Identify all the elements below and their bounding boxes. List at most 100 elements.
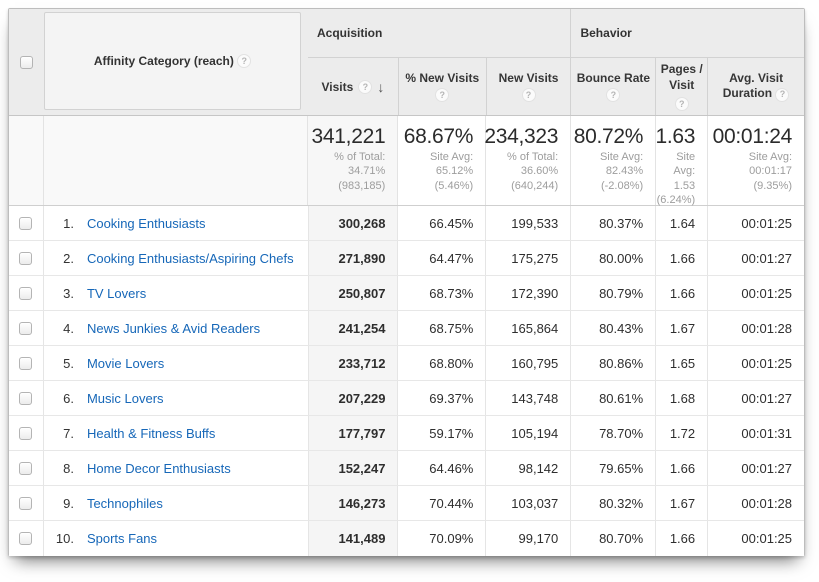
- select-all-checkbox[interactable]: [19, 55, 33, 69]
- cell-new-visits: 160,795: [485, 346, 570, 380]
- group-header-acquisition: Acquisition: [317, 26, 383, 40]
- help-icon[interactable]: ?: [775, 88, 790, 103]
- affinity-category-link[interactable]: Sports Fans: [86, 531, 158, 546]
- cell-avg-visit-duration: 00:01:28: [707, 486, 804, 520]
- affinity-category-link[interactable]: Cooking Enthusiasts: [86, 215, 206, 231]
- column-header-percent-new-visits[interactable]: % New Visits ?: [397, 58, 486, 115]
- help-icon[interactable]: ?: [521, 88, 536, 102]
- affinity-category-link[interactable]: Cooking Enthusiasts/Aspiring Chefs: [86, 250, 294, 266]
- table-row: 10. Sports Fans 141,489 70.09% 99,170 80…: [9, 521, 804, 556]
- cell-visits: 241,254: [307, 311, 398, 345]
- cell-visits: 271,890: [307, 241, 398, 275]
- row-checkbox[interactable]: [19, 532, 33, 545]
- cell-pages-per-visit: 1.67: [655, 311, 707, 345]
- help-icon[interactable]: ?: [435, 88, 450, 102]
- cell-pages-per-visit: 1.68: [655, 381, 707, 415]
- cell-percent-new-visits: 68.80%: [397, 346, 485, 380]
- cell-pages-per-visit: 1.64: [655, 206, 707, 240]
- cell-visits: 152,247: [307, 451, 398, 485]
- table-row: 9. Technophiles 146,273 70.44% 103,037 8…: [9, 486, 804, 521]
- row-number: 1.: [63, 215, 74, 231]
- cell-bounce-rate: 80.37%: [570, 206, 655, 240]
- affinity-category-link[interactable]: News Junkies & Avid Readers: [86, 320, 261, 336]
- table-row: 7. Health & Fitness Buffs 177,797 59.17%…: [9, 416, 804, 451]
- cell-new-visits: 175,275: [485, 241, 570, 275]
- column-header-new-visits[interactable]: New Visits ?: [485, 58, 571, 115]
- cell-avg-visit-duration: 00:01:25: [707, 206, 804, 240]
- table-row: 3. TV Lovers 250,807 68.73% 172,390 80.7…: [9, 276, 804, 311]
- row-number: 7.: [63, 425, 74, 441]
- row-number: 6.: [63, 390, 74, 406]
- table-row: 6. Music Lovers 207,229 69.37% 143,748 8…: [9, 381, 804, 416]
- summary-percent-new-visits: 68.67% Site Avg: 65.12% (5.46%): [397, 116, 485, 205]
- cell-pages-per-visit: 1.66: [655, 451, 707, 485]
- cell-visits: 146,273: [307, 486, 398, 520]
- cell-bounce-rate: 78.70%: [570, 416, 655, 450]
- row-number: 5.: [63, 355, 74, 371]
- cell-pages-per-visit: 1.72: [655, 416, 707, 450]
- cell-new-visits: 172,390: [485, 276, 570, 310]
- summary-blank-dimension-cell: [42, 116, 308, 205]
- cell-percent-new-visits: 70.09%: [397, 521, 485, 556]
- cell-new-visits: 98,142: [485, 451, 570, 485]
- help-icon[interactable]: ?: [674, 96, 689, 111]
- row-checkbox[interactable]: [19, 356, 33, 370]
- row-number: 4.: [63, 320, 74, 336]
- cell-percent-new-visits: 59.17%: [397, 416, 485, 450]
- affinity-category-link[interactable]: Technophiles: [86, 495, 163, 511]
- row-checkbox[interactable]: [19, 251, 33, 265]
- row-number: 10.: [55, 531, 74, 546]
- cell-bounce-rate: 80.43%: [570, 311, 655, 345]
- row-number: 3.: [63, 285, 74, 301]
- cell-pages-per-visit: 1.67: [655, 486, 707, 520]
- cell-new-visits: 143,748: [485, 381, 570, 415]
- select-all-cell: [9, 9, 43, 115]
- column-header-bounce-rate[interactable]: Bounce Rate ?: [570, 58, 655, 115]
- summary-pages-per-visit: 1.63 Site Avg: 1.53 (6.24%): [655, 116, 707, 206]
- affinity-category-link[interactable]: Home Decor Enthusiasts: [86, 460, 231, 476]
- affinity-category-link[interactable]: TV Lovers: [86, 285, 147, 301]
- row-checkbox[interactable]: [19, 391, 33, 405]
- row-checkbox[interactable]: [19, 496, 33, 510]
- row-checkbox[interactable]: [19, 286, 33, 300]
- cell-visits: 177,797: [307, 416, 398, 450]
- help-icon[interactable]: ?: [237, 54, 252, 68]
- summary-visits: 341,221 % of Total: 34.71% (983,185): [307, 116, 398, 205]
- help-icon[interactable]: ?: [358, 79, 373, 94]
- cell-pages-per-visit: 1.65: [655, 346, 707, 380]
- cell-new-visits: 105,194: [485, 416, 570, 450]
- help-icon[interactable]: ?: [606, 88, 621, 102]
- cell-pages-per-visit: 1.66: [655, 276, 707, 310]
- cell-avg-visit-duration: 00:01:27: [707, 241, 804, 275]
- cell-new-visits: 199,533: [485, 206, 570, 240]
- row-checkbox[interactable]: [19, 426, 33, 440]
- table-row: 4. News Junkies & Avid Readers 241,254 6…: [9, 311, 804, 346]
- summary-row: 341,221 % of Total: 34.71% (983,185) 68.…: [9, 116, 804, 206]
- cell-bounce-rate: 80.32%: [570, 486, 655, 520]
- summary-new-visits: 234,323 % of Total: 36.60% (640,244): [484, 116, 570, 205]
- cell-pages-per-visit: 1.66: [655, 241, 707, 275]
- cell-percent-new-visits: 69.37%: [397, 381, 485, 415]
- affinity-category-link[interactable]: Health & Fitness Buffs: [86, 425, 216, 441]
- cell-avg-visit-duration: 00:01:27: [707, 451, 804, 485]
- table-header: Affinity Category (reach) ? Acquisition …: [9, 9, 804, 116]
- column-header-visits[interactable]: Visits ? ↓: [321, 78, 385, 95]
- row-checkbox[interactable]: [19, 461, 33, 475]
- affinity-category-link[interactable]: Movie Lovers: [86, 355, 165, 371]
- column-header-avg-visit-duration[interactable]: Avg. Visit Duration ?: [707, 58, 804, 115]
- row-checkbox[interactable]: [19, 216, 33, 230]
- cell-avg-visit-duration: 00:01:25: [707, 346, 804, 380]
- row-number: 9.: [63, 495, 74, 511]
- dimension-header-label: Affinity Category (reach): [93, 54, 234, 68]
- table-row: 2. Cooking Enthusiasts/Aspiring Chefs 27…: [9, 241, 804, 276]
- cell-bounce-rate: 80.86%: [570, 346, 655, 380]
- cell-percent-new-visits: 70.44%: [397, 486, 485, 520]
- column-header-pages-per-visit[interactable]: Pages / Visit ?: [655, 58, 707, 115]
- affinity-category-link[interactable]: Music Lovers: [86, 390, 164, 406]
- cell-percent-new-visits: 64.46%: [397, 451, 485, 485]
- row-checkbox[interactable]: [19, 321, 33, 335]
- cell-percent-new-visits: 68.75%: [397, 311, 485, 345]
- dimension-header-cell[interactable]: Affinity Category (reach) ?: [43, 9, 308, 115]
- cell-bounce-rate: 79.65%: [570, 451, 655, 485]
- cell-bounce-rate: 80.70%: [570, 521, 655, 556]
